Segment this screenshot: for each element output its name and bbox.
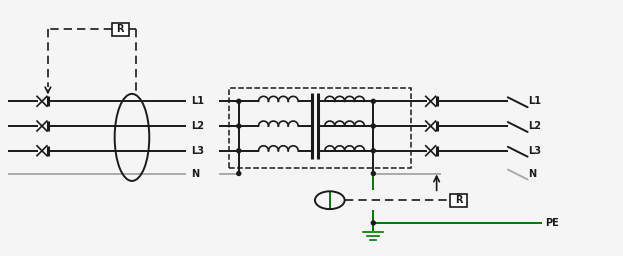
Circle shape xyxy=(371,99,375,103)
Circle shape xyxy=(237,99,240,103)
Text: L1: L1 xyxy=(528,96,541,106)
Text: L2: L2 xyxy=(191,121,204,131)
Circle shape xyxy=(371,124,375,128)
Circle shape xyxy=(237,149,240,153)
Circle shape xyxy=(237,172,240,175)
Text: L3: L3 xyxy=(528,146,541,156)
Text: N: N xyxy=(528,168,536,178)
Text: N: N xyxy=(191,168,199,178)
FancyBboxPatch shape xyxy=(450,194,467,207)
Text: R: R xyxy=(117,24,124,34)
Circle shape xyxy=(371,149,375,153)
Circle shape xyxy=(371,221,375,225)
Text: L3: L3 xyxy=(191,146,204,156)
Text: R: R xyxy=(455,195,462,205)
FancyBboxPatch shape xyxy=(112,23,128,36)
Circle shape xyxy=(237,124,240,128)
Circle shape xyxy=(371,172,375,175)
Text: PE: PE xyxy=(545,218,559,228)
Text: L1: L1 xyxy=(191,96,204,106)
Text: L2: L2 xyxy=(528,121,541,131)
